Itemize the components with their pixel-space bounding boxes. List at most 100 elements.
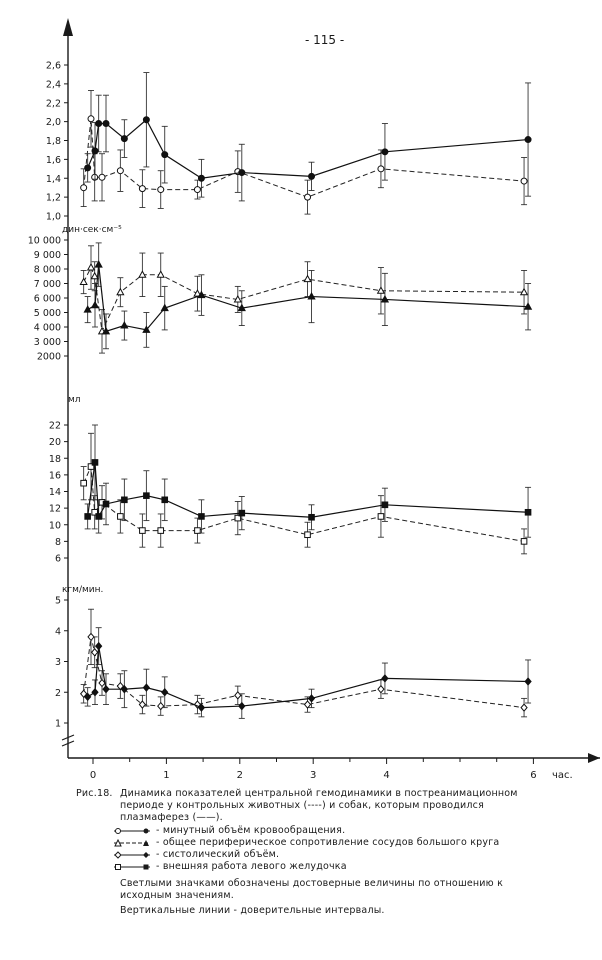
- y-tick-label: 14: [49, 487, 61, 498]
- y-axis-label: кгм/мин.: [62, 585, 103, 595]
- data-point: [91, 508, 98, 516]
- legend-item-diamond: - систолический объём.: [156, 849, 280, 860]
- series-line: [83, 466, 525, 542]
- data-point: [87, 632, 95, 642]
- data-point: [308, 172, 316, 180]
- y-tick-label: 6 000: [34, 294, 61, 305]
- data-point: [138, 700, 147, 709]
- data-point: [138, 185, 146, 193]
- caption-line-3: плазмаферез (——).: [120, 812, 223, 823]
- data-point: [161, 151, 169, 159]
- series-open-circle: [80, 90, 528, 215]
- data-point: [102, 500, 110, 508]
- data-point: [79, 277, 88, 286]
- data-point: [519, 287, 529, 296]
- chart-panel-3: 22 20 18 16 14 12 10 8 6 мл: [49, 395, 532, 565]
- data-point: [238, 169, 246, 177]
- x-tick-label: 0: [90, 770, 96, 781]
- y-tick-label: 10 000: [28, 236, 61, 247]
- note-1-line-1: Светлыми значками обозначены достоверные…: [120, 878, 504, 889]
- axis-break-mark: [61, 734, 75, 747]
- data-point: [84, 692, 92, 702]
- series-line: [87, 264, 529, 333]
- data-point: [234, 691, 242, 700]
- caption-line-2: периоде у контрольных животных (----) и …: [120, 800, 485, 811]
- y-tick-label: 3: [55, 657, 61, 668]
- data-point: [238, 701, 246, 711]
- y-tick-label: 3 000: [34, 337, 61, 348]
- legend-item-circle: - минутный объём кровообращения.: [156, 825, 346, 836]
- data-point: [156, 270, 165, 278]
- data-point: [90, 271, 99, 280]
- x-axis-arrow: [588, 753, 600, 763]
- data-point: [197, 290, 206, 299]
- data-point: [307, 292, 316, 300]
- data-point: [95, 513, 102, 520]
- y-tick-label: 2,6: [46, 61, 61, 72]
- data-point: [142, 683, 151, 692]
- x-unit-label: час.: [552, 770, 573, 781]
- y-tick-label: 2,0: [46, 117, 61, 128]
- data-point: [116, 287, 125, 296]
- y-axis-label: мл: [68, 395, 81, 405]
- data-point: [120, 321, 129, 329]
- chart-panel-2: 10 000 9 000 8 000 7 000 6 000 5 000 4 000 3 00…: [28, 225, 533, 363]
- data-point: [95, 120, 103, 128]
- y-tick-label: 20: [49, 437, 61, 448]
- y-tick-label: 12: [49, 504, 61, 515]
- y-tick-label: 2: [55, 688, 61, 699]
- data-point: [84, 513, 91, 520]
- legend-item-square: - внешняя работа левого желудочка: [156, 861, 347, 872]
- y-axis-label: дин·сек·см⁻⁵: [62, 225, 122, 235]
- data-point: [157, 186, 165, 194]
- data-point: [238, 509, 246, 517]
- legend-symbol-diamond: [114, 851, 150, 859]
- series-open-triangle: [79, 245, 529, 354]
- series-filled-circle: [84, 72, 532, 202]
- data-point: [523, 302, 533, 310]
- data-point: [138, 270, 147, 278]
- y-tick-label: 6: [55, 554, 61, 565]
- data-point: [377, 165, 385, 173]
- series-filled-triangle: [83, 242, 533, 350]
- y-tick-label: 22: [49, 421, 61, 432]
- data-point: [120, 684, 129, 694]
- y-tick-label: 8 000: [34, 265, 61, 276]
- y-tick-label: 8: [55, 537, 61, 548]
- data-point: [381, 148, 389, 156]
- data-point: [94, 260, 103, 268]
- data-point: [520, 538, 528, 545]
- data-point: [161, 496, 169, 504]
- series-open-diamond: [80, 608, 528, 718]
- series-line: [83, 636, 525, 709]
- data-point: [376, 286, 386, 294]
- y-tick-label: 1,2: [46, 193, 61, 204]
- data-point: [84, 164, 92, 172]
- data-point: [381, 501, 389, 509]
- data-point: [139, 527, 146, 534]
- x-tick-label: 1: [163, 770, 169, 781]
- legend-item-triangle: - общее периферическое сопротивление сос…: [156, 837, 500, 848]
- data-point: [194, 527, 201, 534]
- figure-label: Рис.18.: [76, 788, 113, 799]
- y-axis-arrow: [63, 18, 73, 36]
- y-tick-label: 2000: [37, 352, 61, 363]
- data-point: [380, 294, 390, 303]
- y-tick-label: 4: [55, 626, 61, 637]
- data-point: [520, 177, 528, 185]
- y-tick-label: 5: [55, 596, 61, 607]
- y-tick-label: 1,8: [46, 136, 61, 147]
- x-tick-label: 2: [237, 770, 243, 781]
- data-point: [524, 677, 532, 686]
- data-point: [308, 513, 315, 521]
- data-point: [377, 684, 385, 694]
- y-tick-label: 7 000: [34, 279, 61, 290]
- data-point: [520, 703, 528, 712]
- data-point: [234, 514, 242, 522]
- y-tick-label: 1: [55, 719, 61, 730]
- legend-symbol-triangle: [114, 838, 150, 847]
- data-point: [304, 193, 312, 201]
- data-point: [102, 120, 110, 128]
- y-tick-label: 18: [49, 454, 61, 465]
